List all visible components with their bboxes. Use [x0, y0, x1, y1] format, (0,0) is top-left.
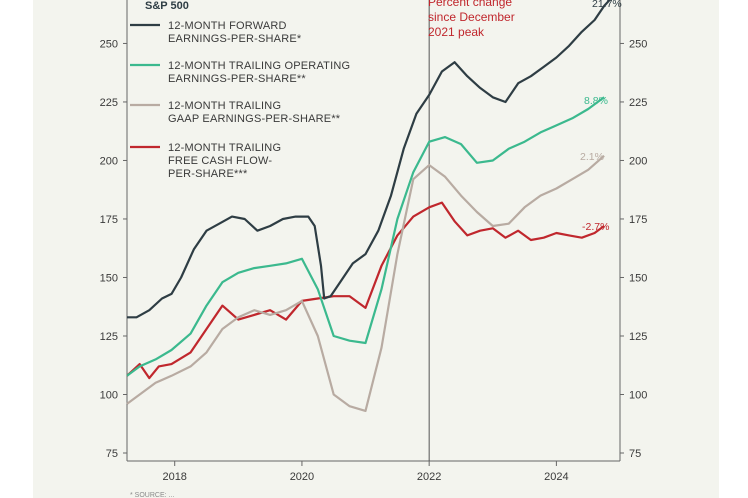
end-label-1: 8.8%: [584, 95, 608, 107]
x-tick-label: 2018: [162, 471, 186, 483]
legend-label: 12-MONTH FORWARD: [168, 20, 287, 32]
legend-label: GAAP EARNINGS-PER-SHARE**: [168, 113, 341, 125]
legend: 12-MONTH FORWARDEARNINGS-PER-SHARE*12-MO…: [130, 20, 350, 180]
y-tick-label-left: 100: [100, 389, 118, 401]
y-tick-label-left: 75: [106, 448, 118, 460]
x-tick-label: 2022: [417, 471, 441, 483]
x-tick-label: 2024: [544, 471, 568, 483]
series-line-3: [126, 201, 605, 380]
legend-label: EARNINGS-PER-SHARE*: [168, 33, 302, 45]
y-tick-label-right: 75: [629, 448, 641, 460]
y-tick-label-left: 250: [100, 38, 118, 50]
end-label-3: -2.7%: [582, 221, 609, 233]
y-tick-label-left: 225: [100, 97, 118, 109]
legend-label: FREE CASH FLOW-: [168, 155, 272, 167]
legend-label: EARNINGS-PER-SHARE**: [168, 73, 306, 85]
end-label-0: 21.7%: [592, 0, 622, 10]
annotation-text: since December: [428, 10, 515, 24]
legend-label: PER-SHARE***: [168, 168, 248, 180]
x-tick-label: 2020: [290, 471, 314, 483]
y-tick-label-right: 150: [629, 272, 647, 284]
annotation-text: Percent change: [428, 0, 512, 9]
y-tick-label-left: 200: [100, 155, 118, 167]
series-line-2: [126, 154, 605, 412]
annotation-text: 2021 peak: [428, 25, 485, 39]
y-tick-label-right: 225: [629, 97, 647, 109]
legend-item: 12-MONTH TRAILING OPERATINGEARNINGS-PER-…: [130, 60, 350, 85]
x-axis-ticks: 2018 2020 2022 2024: [162, 461, 569, 483]
y-axis-ticks: 75 75 100 100 125 125 150 150 175 175 200 200 225 225…: [100, 38, 648, 460]
series-lines: [126, 0, 612, 412]
y-tick-label-right: 175: [629, 214, 647, 226]
footnote: * SOURCE: ...: [130, 492, 174, 498]
end-labels: 21.7% 8.8% 2.1% -2.7%: [580, 0, 622, 233]
y-tick-label-right: 250: [629, 38, 647, 50]
chart-title: S&P 500: [145, 0, 189, 12]
y-tick-label-left: 125: [100, 331, 118, 343]
end-label-2: 2.1%: [580, 151, 604, 163]
plot-axes: [126, 0, 621, 462]
legend-label: 12-MONTH TRAILING: [168, 100, 281, 112]
legend-label: 12-MONTH TRAILING: [168, 142, 281, 154]
y-tick-label-left: 175: [100, 214, 118, 226]
y-tick-label-right: 100: [629, 389, 647, 401]
legend-label: 12-MONTH TRAILING OPERATING: [168, 60, 350, 72]
series-line-1: [126, 96, 605, 377]
y-tick-label-left: 150: [100, 272, 118, 284]
y-tick-label-right: 200: [629, 155, 647, 167]
y-tick-label-right: 125: [629, 331, 647, 343]
series-line-0: [127, 0, 612, 319]
chart-panel: [33, 0, 719, 498]
